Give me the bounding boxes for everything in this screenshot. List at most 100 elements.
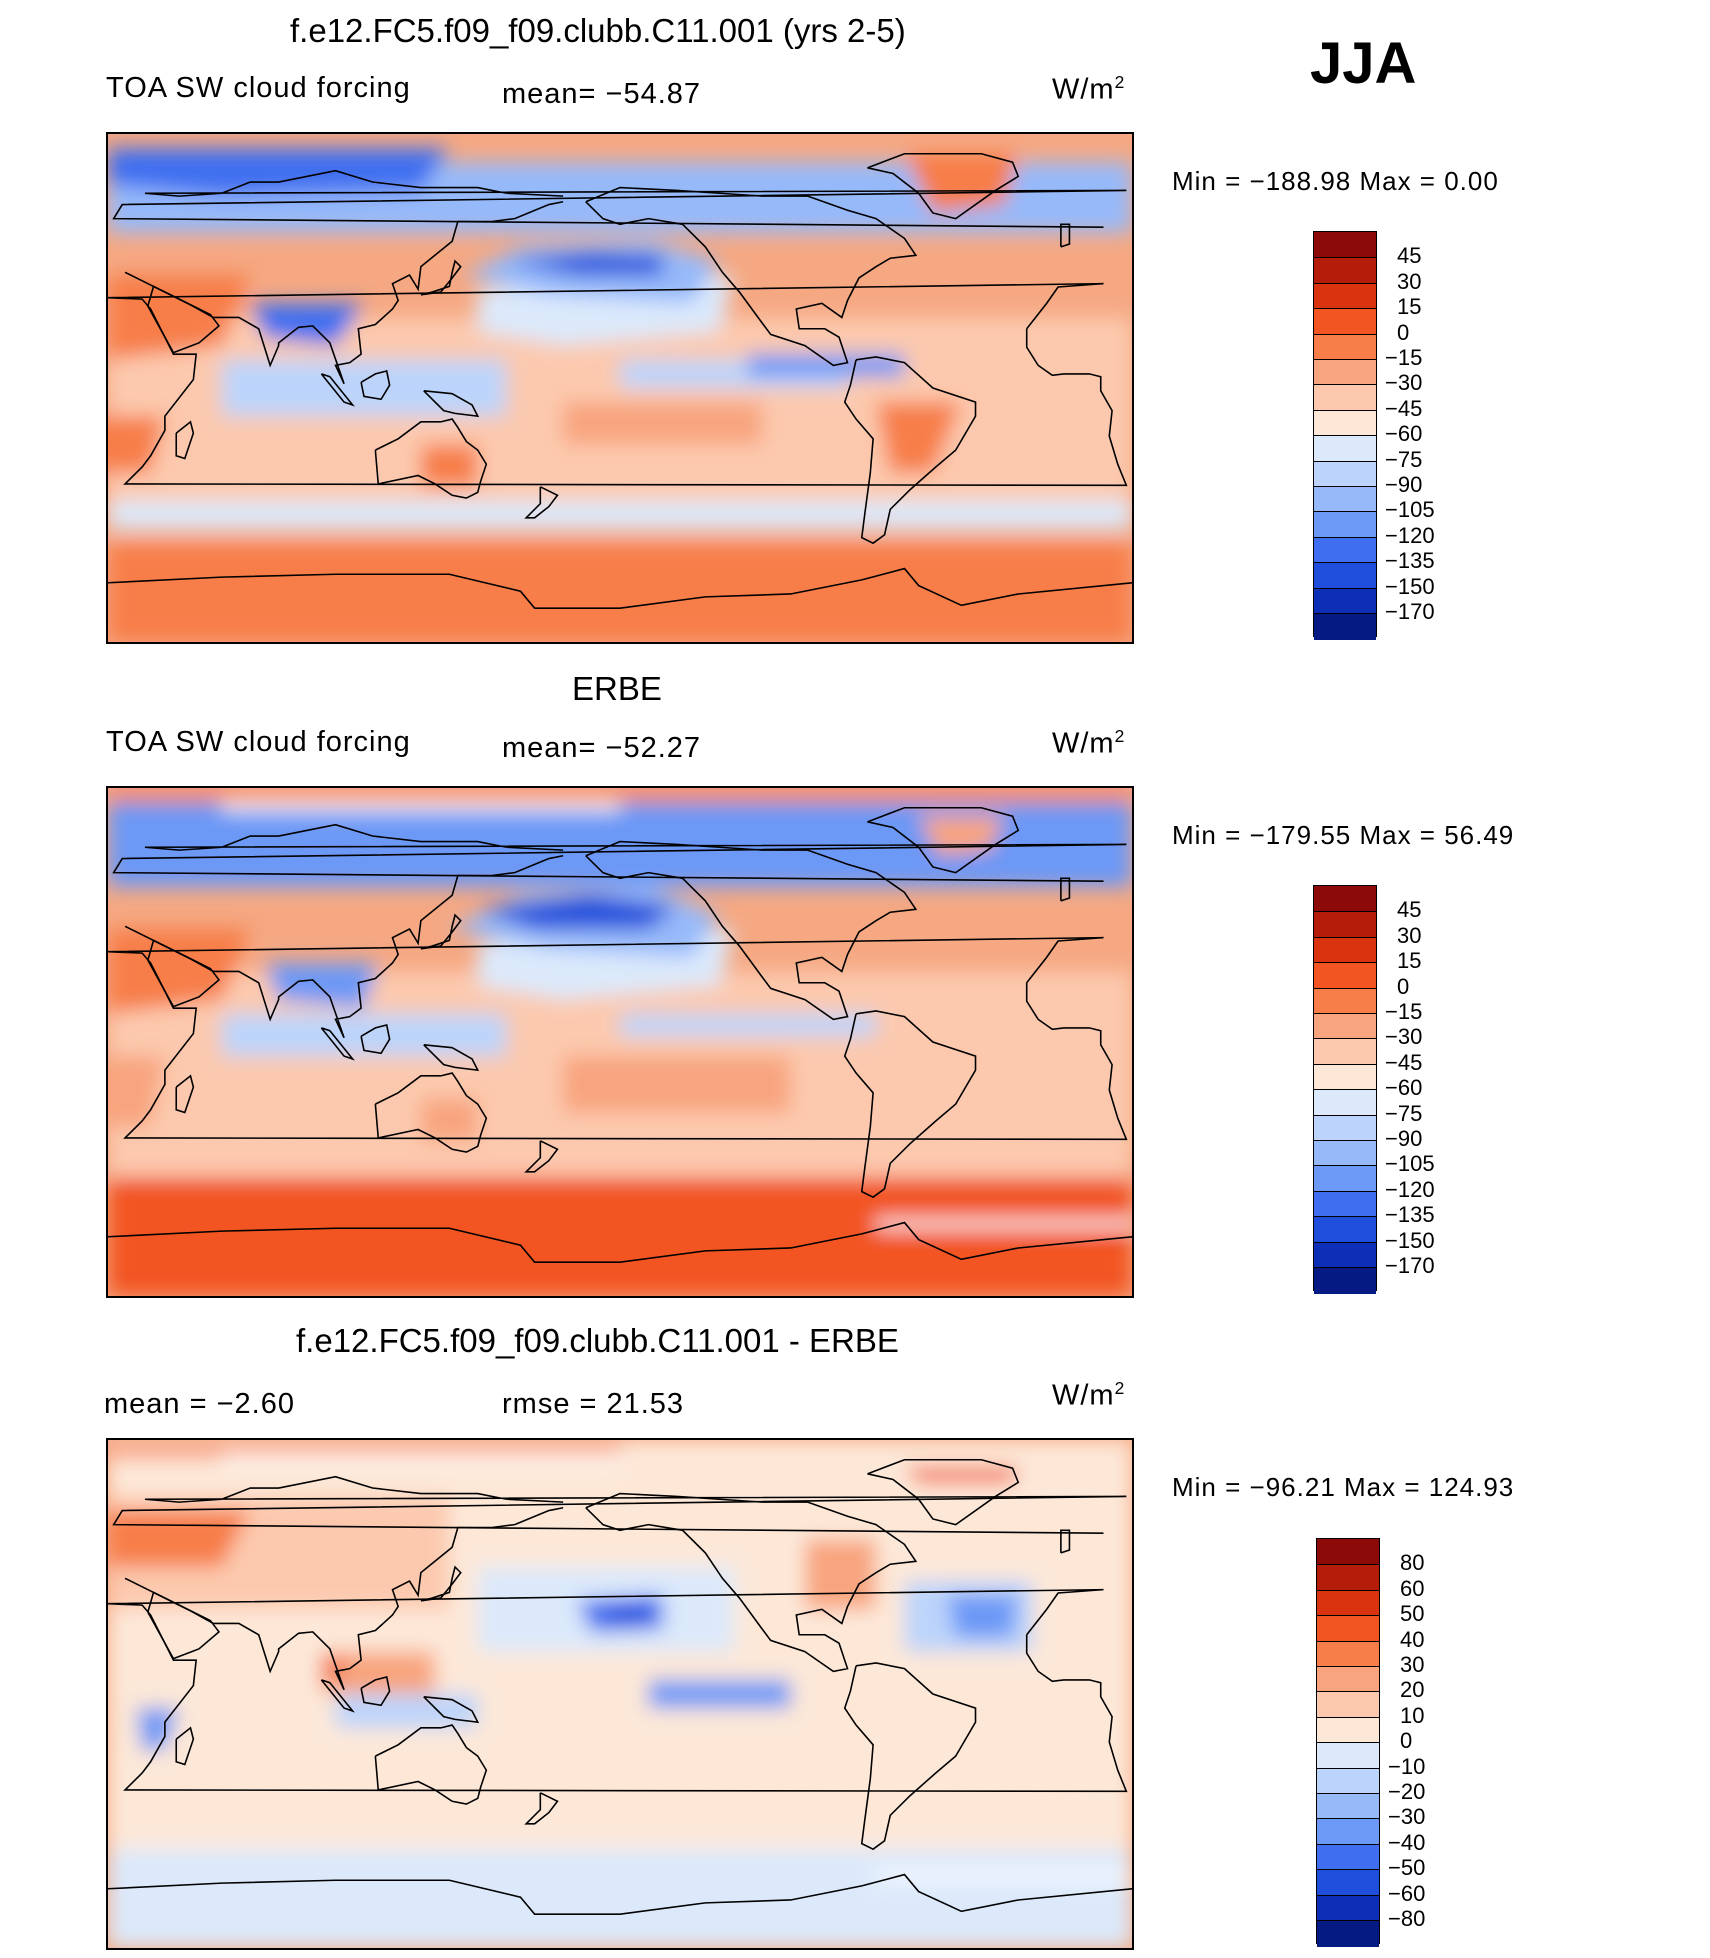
- colorbar-cell: [1314, 1241, 1376, 1269]
- colorbar-cell: [1317, 1767, 1379, 1795]
- colorbar-tick-label: 50: [1400, 1601, 1425, 1627]
- colorbar-cell: [1314, 536, 1376, 564]
- colorbar-tick-label: −170: [1385, 599, 1435, 624]
- panel-3-mean-label: mean = −2.60: [104, 1388, 295, 1420]
- panel-1-min-max: Min = −188.98 Max = 0.00: [1172, 166, 1499, 196]
- coastline: [108, 567, 1132, 609]
- colorbar-tick-label: −150: [1385, 1227, 1435, 1253]
- panel-2-mean-label: mean= −52.27: [502, 732, 702, 764]
- colorbar-cell: [1317, 1539, 1379, 1565]
- field-region: [563, 1056, 791, 1113]
- field-region: [605, 1606, 649, 1624]
- colorbar-cell: [1314, 257, 1376, 285]
- colorbar-cell: [1314, 613, 1376, 640]
- colorbar-cell: [1314, 587, 1376, 615]
- coastline: [423, 1695, 480, 1724]
- panel-1-map: [106, 132, 1134, 644]
- colorbar-tick-label: −45: [1385, 1049, 1423, 1075]
- panel-2-units: W/m2: [1052, 726, 1126, 760]
- colorbar-tick-label: −170: [1385, 1253, 1435, 1278]
- panel-3-min-max: Min = −96.21 Max = 124.93: [1172, 1472, 1515, 1502]
- field-region: [108, 1154, 1132, 1178]
- field-region: [506, 252, 663, 276]
- coastline: [585, 840, 918, 1021]
- colorbar-tick-label: 15: [1397, 948, 1422, 974]
- field-region: [108, 788, 1132, 800]
- field-region: [648, 1679, 791, 1709]
- colorbar-tick-label: −30: [1385, 1024, 1423, 1050]
- colorbar-cell: [1317, 1742, 1379, 1770]
- field-region: [335, 1694, 478, 1728]
- colorbar-cell: [1314, 1089, 1376, 1117]
- colorbar-tick-label: −120: [1385, 522, 1435, 548]
- coastline: [175, 1726, 195, 1766]
- field-region: [563, 402, 763, 445]
- colorbar-tick-label: 20: [1400, 1677, 1425, 1703]
- field-region: [250, 303, 364, 346]
- coastlines: [108, 152, 1132, 609]
- colorbar-tick-label: −150: [1385, 573, 1435, 599]
- colorbar-cell: [1317, 1818, 1379, 1846]
- field-region: [108, 543, 1132, 642]
- coastline: [320, 1027, 355, 1061]
- colorbar-tick-label: −15: [1385, 999, 1423, 1024]
- coastline: [524, 1140, 559, 1173]
- colorbar-tick-label: −40: [1388, 1829, 1426, 1855]
- colorbar-tick-label: 45: [1397, 243, 1422, 269]
- colorbar-tick-label: 80: [1400, 1550, 1425, 1576]
- colorbar-tick-label: 30: [1397, 268, 1422, 294]
- colorbar-tick-label: −50: [1388, 1855, 1426, 1881]
- colorbar-cell: [1314, 359, 1376, 386]
- colorbar-cell: [1314, 333, 1376, 361]
- coastline: [867, 152, 1020, 220]
- field-region: [221, 359, 507, 417]
- coastline: [360, 370, 391, 401]
- coastline: [320, 373, 355, 407]
- panel-2-variable-label: TOA SW cloud forcing: [106, 726, 411, 758]
- map-svg: [108, 1440, 1132, 1948]
- coastline: [420, 259, 462, 296]
- colorbar-cell: [1314, 1038, 1376, 1066]
- field-layer: [108, 148, 1132, 642]
- field-layer: [108, 1440, 1132, 1948]
- colorbar-cell: [1317, 1920, 1379, 1947]
- coastline: [585, 186, 918, 367]
- coastline: [108, 1873, 1132, 1915]
- panel-3-title: f.e12.FC5.f09_f09.clubb.C11.001 - ERBE: [296, 1322, 899, 1359]
- field-region: [904, 1468, 1019, 1483]
- panel-1-title: f.e12.FC5.f09_f09.clubb.C11.001 (yrs 2-5…: [290, 12, 906, 49]
- coastline: [1060, 877, 1071, 902]
- colorbar-tick-label: −135: [1385, 548, 1435, 574]
- colorbar-box: [1316, 1538, 1380, 1947]
- colorbar-tick-label: 0: [1397, 973, 1410, 999]
- field-region: [420, 444, 478, 487]
- colorbar-tick-label: −15: [1385, 345, 1423, 370]
- field-region: [108, 148, 450, 197]
- season-label: JJA: [1310, 31, 1417, 96]
- coastline: [843, 1662, 977, 1851]
- colorbar-tick-label: 15: [1397, 294, 1422, 320]
- colorbar-cell: [1317, 1615, 1379, 1643]
- colorbar-tick-label: −80: [1388, 1906, 1426, 1931]
- coastline: [124, 854, 564, 1039]
- coastline: [175, 1074, 195, 1114]
- colorbar-cell: [1314, 1190, 1376, 1218]
- colorbar-cell: [1317, 1691, 1379, 1719]
- panel-2-map: [106, 786, 1134, 1298]
- field-region: [420, 1098, 478, 1141]
- coastline: [524, 486, 559, 519]
- colorbar-cell: [1314, 511, 1376, 539]
- colorbar-tick-label: −10: [1388, 1753, 1426, 1779]
- coastline: [360, 1024, 391, 1055]
- field-region: [876, 402, 962, 473]
- colorbar-tick-label: −60: [1385, 1075, 1423, 1101]
- coastline: [124, 200, 564, 385]
- colorbar-cell: [1317, 1869, 1379, 1897]
- panel-1-variable-label: TOA SW cloud forcing: [106, 72, 411, 104]
- colorbar-cell: [1314, 1165, 1376, 1193]
- field-region: [108, 500, 1132, 530]
- colorbar-cell: [1314, 282, 1376, 310]
- colorbar-box: [1313, 885, 1377, 1294]
- coastline: [843, 1010, 977, 1199]
- colorbar-tick-label: −75: [1385, 446, 1423, 472]
